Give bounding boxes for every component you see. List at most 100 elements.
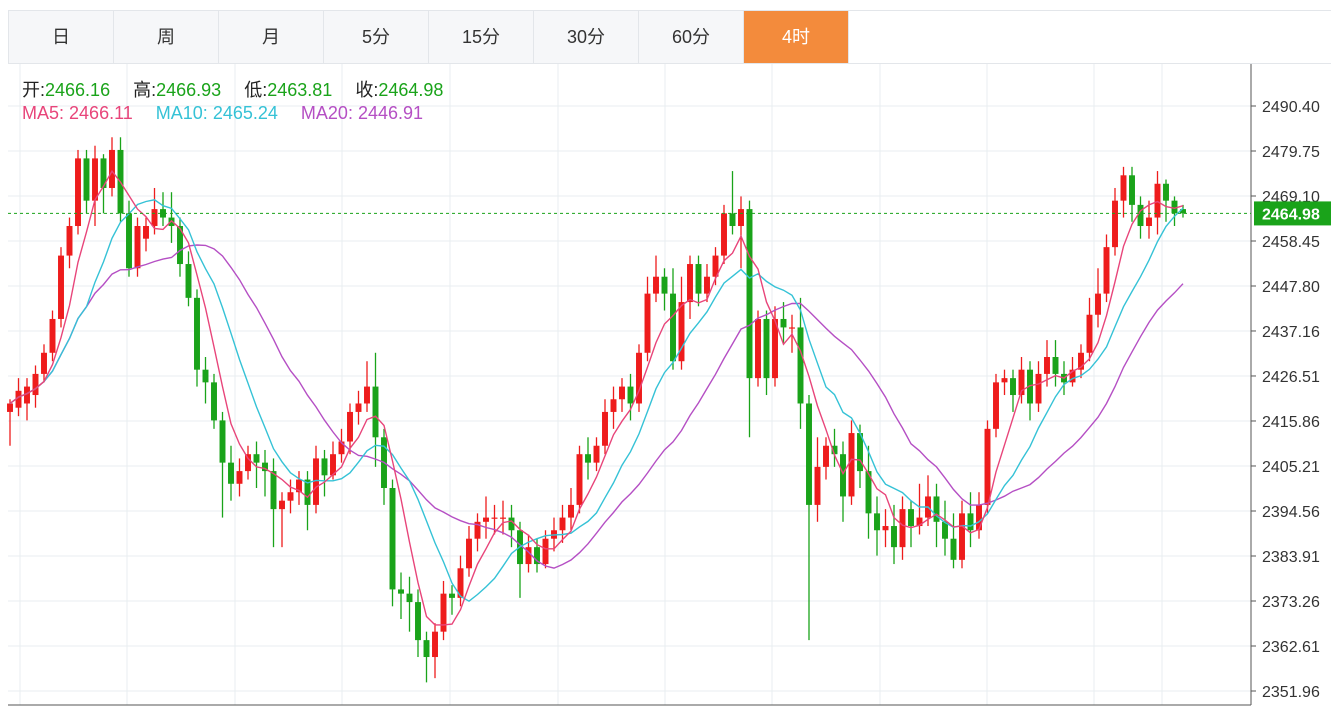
last-price-label: 2464.98 bbox=[1262, 206, 1320, 223]
candle-body bbox=[984, 428, 991, 505]
candle-body bbox=[287, 492, 294, 501]
candle-body bbox=[993, 382, 999, 429]
y-tick-label: 2415.86 bbox=[1262, 414, 1320, 431]
ma10-line bbox=[9, 199, 1184, 603]
close-value: 2464.98 bbox=[378, 80, 444, 100]
ma20-label: MA20: bbox=[300, 103, 353, 123]
candle-body bbox=[857, 433, 863, 472]
period-tabs: 日 周 月 5分 15分 30分 60分 4时 bbox=[8, 10, 849, 64]
candle-body bbox=[313, 458, 319, 505]
tab-60min[interactable]: 60分 bbox=[639, 11, 744, 63]
ma20-line bbox=[9, 244, 1184, 569]
tab-month[interactable]: 月 bbox=[219, 11, 324, 63]
candle-body bbox=[270, 471, 277, 510]
tab-30min[interactable]: 30分 bbox=[534, 11, 639, 63]
candle-body bbox=[66, 226, 73, 256]
candle-body bbox=[780, 318, 787, 328]
candle-body bbox=[789, 327, 795, 329]
candle-body bbox=[483, 517, 489, 522]
candle-body bbox=[177, 226, 183, 265]
tab-5min[interactable]: 5分 bbox=[324, 11, 429, 63]
candle-body bbox=[1120, 175, 1127, 201]
ma20-value: 2446.91 bbox=[357, 103, 424, 123]
candle-body bbox=[653, 276, 659, 294]
low-value: 2463.81 bbox=[267, 80, 333, 100]
candle-body bbox=[245, 454, 251, 472]
candle-body bbox=[746, 209, 753, 379]
candle-body bbox=[738, 209, 744, 227]
candle-body bbox=[542, 538, 549, 565]
candle-body bbox=[330, 454, 336, 476]
candle-body bbox=[134, 226, 141, 269]
candle-body bbox=[466, 538, 472, 569]
candle-body bbox=[695, 264, 702, 294]
candle-body bbox=[253, 454, 260, 463]
candle-body bbox=[7, 403, 13, 412]
candle-body bbox=[1095, 293, 1101, 315]
y-tick-label: 2437.16 bbox=[1262, 324, 1320, 341]
candle-body bbox=[882, 526, 889, 531]
candle-body bbox=[432, 631, 438, 658]
tab-week[interactable]: 周 bbox=[114, 11, 219, 63]
candle-body bbox=[763, 318, 770, 379]
candle-body bbox=[1018, 369, 1025, 396]
candle-body bbox=[729, 213, 736, 227]
candle-body bbox=[772, 318, 778, 379]
candle-body bbox=[585, 454, 591, 463]
candle-body bbox=[372, 386, 379, 438]
candle-body bbox=[1052, 357, 1059, 374]
candle-body bbox=[1035, 373, 1042, 404]
candle-body bbox=[661, 276, 668, 294]
candle-body bbox=[967, 513, 974, 531]
candle-body bbox=[916, 517, 923, 527]
candle-body bbox=[1112, 200, 1118, 248]
high-value: 2466.93 bbox=[156, 80, 222, 100]
candle-body bbox=[296, 479, 302, 493]
candle-body bbox=[840, 454, 846, 497]
candle-body bbox=[1086, 314, 1093, 353]
candle-body bbox=[202, 369, 209, 383]
candle-body bbox=[619, 386, 625, 400]
candle-body bbox=[92, 158, 98, 201]
candle-body bbox=[41, 352, 47, 374]
candle-body bbox=[534, 547, 540, 565]
candle-body bbox=[1137, 204, 1144, 227]
candle-body bbox=[1129, 175, 1135, 205]
candle-body bbox=[823, 445, 829, 467]
candle-body bbox=[687, 264, 693, 303]
candle-body bbox=[899, 509, 906, 548]
candle-body bbox=[721, 213, 727, 256]
tab-15min[interactable]: 15分 bbox=[429, 11, 534, 63]
candle-body bbox=[58, 255, 64, 319]
candle-body bbox=[508, 517, 515, 531]
candle-body bbox=[109, 149, 115, 188]
candle-body bbox=[1044, 357, 1050, 374]
candle-body bbox=[228, 462, 234, 484]
candle-body bbox=[814, 466, 821, 505]
candle-body bbox=[1027, 369, 1033, 404]
y-tick-label: 2362.61 bbox=[1262, 639, 1320, 656]
candle-body bbox=[457, 568, 464, 598]
candle-body bbox=[474, 521, 481, 539]
candle-body bbox=[891, 526, 897, 548]
candle-body bbox=[389, 487, 396, 590]
candle-body bbox=[415, 602, 421, 641]
candle-body bbox=[279, 500, 285, 510]
tab-day[interactable]: 日 bbox=[9, 11, 114, 63]
candle-body bbox=[491, 517, 498, 519]
candle-body bbox=[338, 441, 345, 455]
candle-body bbox=[406, 593, 413, 603]
tab-4hour[interactable]: 4时 bbox=[744, 11, 849, 63]
ma5-line bbox=[9, 169, 1184, 626]
y-tick-label: 2383.91 bbox=[1262, 549, 1320, 566]
candle-body bbox=[848, 433, 855, 497]
y-tick-label: 2458.45 bbox=[1262, 234, 1320, 251]
candle-body bbox=[797, 327, 804, 404]
candle-body bbox=[755, 318, 761, 379]
candle-body bbox=[908, 509, 914, 527]
candle-body bbox=[236, 471, 243, 484]
candle-body bbox=[15, 390, 22, 408]
ma-readout: MA5: 2466.11 MA10: 2465.24 MA20: 2446.91 bbox=[22, 103, 423, 124]
candle-body bbox=[355, 403, 362, 412]
